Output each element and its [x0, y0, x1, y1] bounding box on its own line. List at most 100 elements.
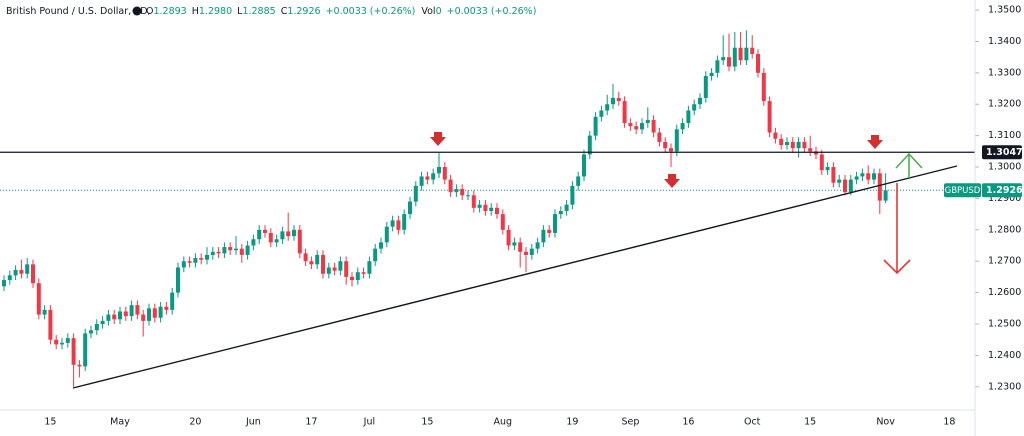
- candle-body: [118, 311, 122, 320]
- candle-body: [448, 179, 453, 193]
- candle-body: [89, 330, 93, 334]
- candle-body: [234, 248, 238, 251]
- candle-body: [152, 308, 157, 318]
- candle-body: [599, 110, 604, 117]
- candle-body: [216, 251, 221, 254]
- candle-body: [466, 195, 470, 197]
- candle-body: [332, 267, 337, 271]
- candle-body: [402, 214, 407, 230]
- candle-body: [181, 261, 186, 268]
- y-tick-label: 1.2900: [988, 193, 1021, 204]
- candle-body: [164, 306, 169, 310]
- x-tick-label: 15: [804, 417, 816, 428]
- candle-body: [628, 123, 633, 127]
- candle-body: [60, 342, 64, 345]
- ohlc-label: C: [281, 6, 288, 17]
- candle-body: [500, 214, 505, 230]
- y-tick-label: 1.3200: [988, 99, 1021, 110]
- candle-body: [866, 173, 871, 180]
- candle-body: [77, 364, 82, 367]
- candle-body: [106, 314, 111, 321]
- candle-body: [2, 280, 6, 287]
- x-tick-label: Aug: [494, 417, 513, 428]
- candle-body: [141, 314, 146, 321]
- candle-body: [112, 314, 117, 320]
- candle-body: [837, 179, 842, 183]
- candle-body: [680, 123, 685, 130]
- candle-body: [94, 324, 99, 331]
- x-tick-label: Sep: [621, 417, 639, 428]
- candle-body: [535, 242, 540, 249]
- candle-body: [442, 167, 447, 180]
- x-tick-label: 15: [44, 417, 56, 428]
- symbol-tag: [944, 183, 981, 198]
- candle-body: [587, 135, 592, 155]
- candle-body: [761, 72, 766, 102]
- candle-body: [593, 116, 598, 136]
- candle-body: [547, 229, 552, 233]
- legend-header: British Pound / U.S. Dollar, 1D, O1.2893…: [6, 6, 536, 17]
- candle-body: [170, 292, 175, 310]
- candle-body: [616, 97, 621, 102]
- candle-body: [872, 173, 876, 180]
- candle-body: [309, 261, 314, 265]
- ohlc-value: 1.2885: [242, 6, 275, 17]
- candle-body: [831, 167, 836, 183]
- candle-body: [431, 173, 436, 180]
- candle-body: [292, 229, 296, 237]
- candle-body: [512, 242, 517, 246]
- candle-body: [785, 141, 789, 146]
- candle-body: [210, 251, 215, 255]
- candle-body: [715, 60, 720, 73]
- price-tag-label: 1.3047: [986, 147, 1023, 158]
- candle-body: [738, 47, 743, 61]
- up-arrow: [895, 152, 923, 178]
- candle-body: [268, 232, 273, 243]
- candle-body: [825, 167, 830, 171]
- volume-change: +0.0033 (+0.26%): [447, 6, 537, 17]
- candle-body: [19, 270, 24, 274]
- candle-body: [13, 270, 18, 276]
- candle-body: [228, 247, 233, 251]
- candle-body: [147, 308, 151, 321]
- candle-body: [390, 220, 395, 227]
- candle-body: [199, 258, 204, 260]
- symbol-title: British Pound / U.S. Dollar, 1D,: [6, 6, 151, 17]
- candle-body: [361, 272, 366, 274]
- y-tick-label: 1.3400: [988, 36, 1021, 47]
- candle-body: [541, 229, 546, 243]
- candle-body: [460, 189, 465, 196]
- down-arrow-long: [883, 183, 911, 275]
- y-tick-label: 1.2600: [988, 287, 1021, 298]
- candle-body: [350, 276, 354, 281]
- candle-body: [558, 210, 563, 215]
- x-tick-label: 15: [421, 417, 433, 428]
- candle-body: [611, 97, 615, 105]
- plot-area: [0, 30, 975, 387]
- candle-body: [54, 339, 59, 345]
- candle-body: [529, 248, 534, 255]
- ohlc-value: 1.2926: [287, 6, 320, 17]
- candle-body: [605, 104, 610, 111]
- candle-body: [297, 229, 302, 254]
- y-tick-label: 1.3100: [988, 130, 1021, 141]
- candle-body: [721, 57, 726, 61]
- ohlc-value: 1.2893: [153, 6, 186, 17]
- price-tag: [982, 145, 1022, 160]
- candle-body: [773, 132, 778, 139]
- candle-body: [802, 141, 807, 149]
- candle-body: [338, 261, 343, 271]
- candle-body: [657, 132, 662, 142]
- candle-body: [286, 231, 291, 237]
- candle-body: [425, 176, 430, 180]
- y-tick-label: 1.2500: [988, 319, 1021, 330]
- change: +0.0033 (+0.26%): [326, 6, 416, 17]
- x-tick-label: Nov: [876, 417, 895, 428]
- down-arrow: [664, 174, 680, 188]
- candle-body: [703, 75, 708, 98]
- candle-body: [193, 258, 198, 263]
- price-tag-label: 1.2926: [986, 185, 1023, 196]
- candle-body: [419, 176, 424, 186]
- candle-body: [622, 101, 627, 124]
- candle-body: [384, 226, 389, 243]
